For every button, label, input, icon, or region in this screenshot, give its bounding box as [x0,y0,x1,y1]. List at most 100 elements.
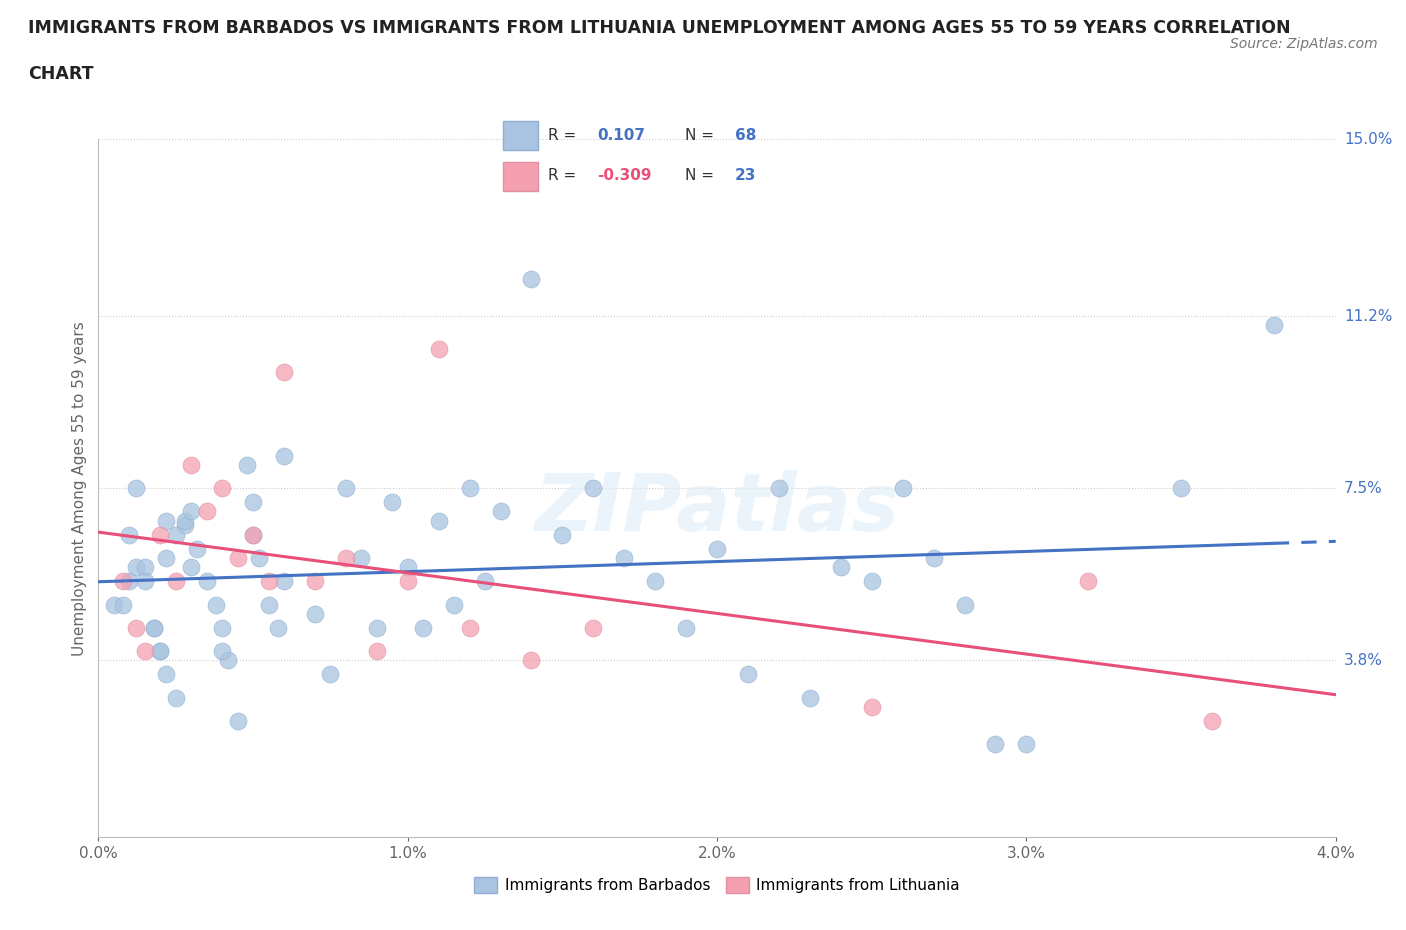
Point [226,551,249,565]
Point [613,551,636,565]
Point [273,365,295,379]
Point [1077,574,1099,589]
Point [520,653,543,668]
Point [149,644,172,658]
Point [211,481,233,496]
Point [186,541,208,556]
Point [984,737,1007,751]
Point [1170,481,1192,496]
Text: Source: ZipAtlas.com: Source: ZipAtlas.com [1230,37,1378,51]
Point [165,527,187,542]
Point [242,527,264,542]
Text: CHART: CHART [28,65,94,83]
Point [149,644,172,658]
Point [551,527,574,542]
Point [112,574,135,589]
Text: 3.8%: 3.8% [1344,653,1384,668]
Text: N =: N = [686,168,720,183]
FancyBboxPatch shape [503,121,537,151]
FancyBboxPatch shape [503,162,537,192]
Point [443,597,465,612]
Y-axis label: Unemployment Among Ages 55 to 59 years: Unemployment Among Ages 55 to 59 years [72,321,87,656]
Point [675,620,697,635]
Point [860,574,883,589]
Point [860,699,883,714]
Point [412,620,434,635]
Point [458,481,481,496]
Point [267,620,290,635]
Point [205,597,228,612]
Point [830,560,852,575]
Point [458,620,481,635]
Point [236,458,259,472]
Point [118,527,141,542]
Point [319,667,342,682]
Text: 11.2%: 11.2% [1344,309,1392,324]
Point [149,527,172,542]
Point [1201,713,1223,728]
Point [165,690,187,705]
Point [335,481,357,496]
Point [155,551,177,565]
Point [520,272,543,286]
Point [124,560,146,575]
Text: 7.5%: 7.5% [1344,481,1382,496]
Point [118,574,141,589]
Point [366,620,388,635]
Point [134,574,156,589]
Point [350,551,373,565]
Point [195,574,218,589]
Point [474,574,496,589]
Point [582,481,605,496]
Point [247,551,270,565]
Point [953,597,976,612]
Point [124,620,146,635]
Point [180,504,202,519]
Point [257,597,280,612]
Point [427,341,450,356]
Point [799,690,821,705]
Point [180,560,202,575]
Point [396,560,419,575]
Point [489,504,512,519]
Point [1015,737,1038,751]
Point [165,574,187,589]
Point [273,574,295,589]
Point [211,644,233,658]
Point [891,481,914,496]
Point [737,667,759,682]
Point [582,620,605,635]
Point [155,513,177,528]
Point [242,495,264,510]
Text: ZIPatlas: ZIPatlas [534,471,900,548]
Point [273,448,295,463]
Point [304,574,326,589]
Point [257,574,280,589]
Point [396,574,419,589]
Point [112,597,135,612]
Point [211,620,233,635]
Text: N =: N = [686,128,720,143]
Point [427,513,450,528]
Point [335,551,357,565]
Text: 68: 68 [734,128,756,143]
Text: -0.309: -0.309 [598,168,652,183]
Text: R =: R = [548,168,582,183]
Legend: Immigrants from Barbados, Immigrants from Lithuania: Immigrants from Barbados, Immigrants fro… [468,870,966,899]
Text: IMMIGRANTS FROM BARBADOS VS IMMIGRANTS FROM LITHUANIA UNEMPLOYMENT AMONG AGES 55: IMMIGRANTS FROM BARBADOS VS IMMIGRANTS F… [28,19,1291,36]
Point [134,560,156,575]
Text: R =: R = [548,128,582,143]
Point [155,667,177,682]
Point [103,597,125,612]
Text: 23: 23 [734,168,756,183]
Point [1263,318,1285,333]
Point [174,518,197,533]
Point [768,481,790,496]
Text: 15.0%: 15.0% [1344,132,1392,147]
Point [174,513,197,528]
Point [195,504,218,519]
Point [180,458,202,472]
Point [134,644,156,658]
Point [922,551,945,565]
Point [226,713,249,728]
